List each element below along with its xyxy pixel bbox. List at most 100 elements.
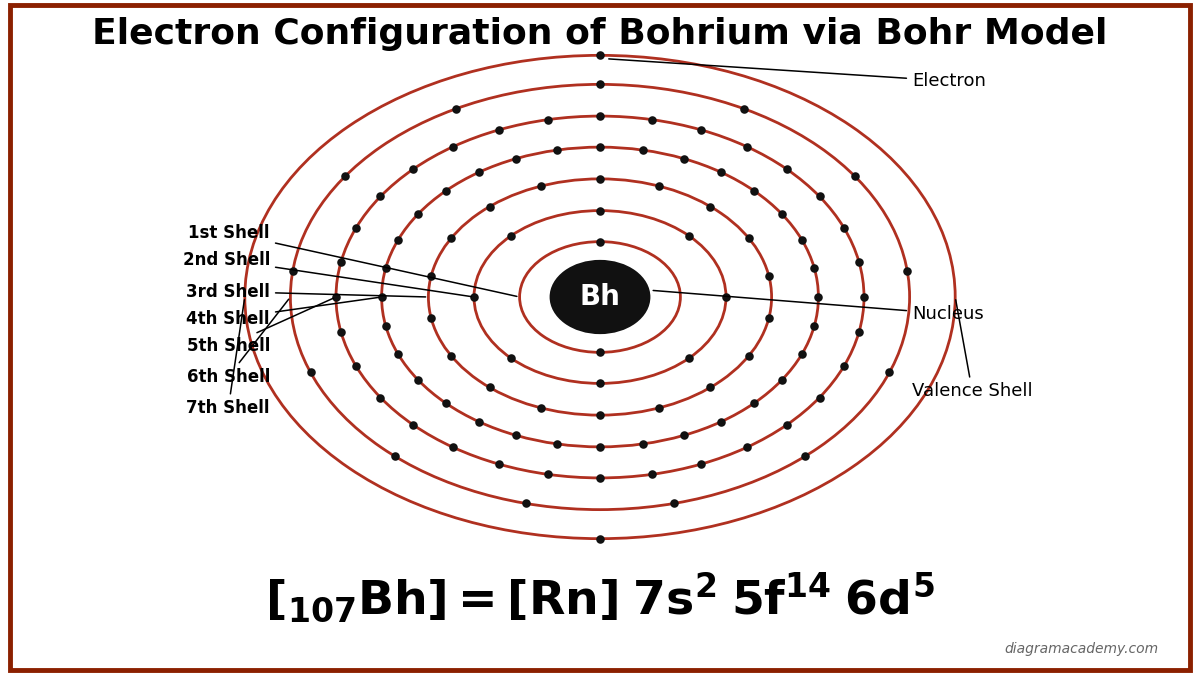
Point — [403, 420, 422, 431]
Point — [810, 191, 829, 202]
Point — [590, 111, 610, 122]
Point — [502, 230, 521, 241]
Point — [674, 430, 694, 441]
Point — [845, 171, 864, 182]
Point — [691, 124, 710, 135]
Point — [389, 234, 408, 245]
Point — [701, 382, 720, 393]
Point — [376, 321, 395, 331]
Point — [326, 292, 346, 302]
Point — [745, 398, 764, 408]
Point — [490, 459, 509, 470]
Text: 4th Shell: 4th Shell — [186, 298, 379, 327]
Point — [547, 144, 566, 155]
Text: Valence Shell: Valence Shell — [912, 300, 1033, 400]
Point — [642, 469, 661, 480]
Point — [301, 367, 320, 378]
Point — [850, 256, 869, 267]
Point — [371, 191, 390, 202]
Point — [642, 114, 661, 125]
Point — [421, 271, 440, 282]
Point — [796, 451, 815, 462]
Point — [442, 232, 461, 243]
Point — [834, 361, 853, 372]
Point — [347, 222, 366, 233]
Point — [712, 167, 731, 178]
Point — [834, 222, 853, 233]
Point — [444, 141, 463, 152]
Point — [679, 230, 698, 241]
Point — [792, 234, 811, 245]
Point — [539, 469, 558, 480]
Point — [737, 442, 756, 453]
Point — [590, 50, 610, 61]
Point — [372, 292, 391, 302]
Point — [436, 398, 455, 408]
Point — [737, 141, 756, 152]
Point — [480, 382, 499, 393]
Point — [464, 292, 484, 302]
Point — [590, 441, 610, 452]
Point — [506, 153, 526, 164]
Point — [712, 416, 731, 427]
Point — [590, 347, 610, 358]
Point — [590, 79, 610, 90]
Text: 7th Shell: 7th Shell — [186, 300, 270, 417]
Point — [772, 209, 791, 219]
Text: 6th Shell: 6th Shell — [187, 299, 289, 385]
Point — [634, 439, 653, 450]
Point — [898, 266, 917, 277]
Point — [778, 163, 797, 174]
Point — [336, 171, 355, 182]
Text: diagramacademy.com: diagramacademy.com — [1004, 642, 1158, 656]
Point — [665, 498, 684, 509]
Point — [739, 351, 758, 362]
Point — [590, 142, 610, 153]
Point — [480, 201, 499, 212]
Point — [371, 392, 390, 403]
Point — [590, 378, 610, 389]
Point — [809, 292, 828, 302]
Point — [590, 173, 610, 184]
Point — [331, 327, 350, 338]
Point — [283, 266, 302, 277]
Point — [772, 375, 791, 385]
Point — [734, 103, 754, 114]
Text: $\mathbf{[_{107}Bh] = [Rn]\;7s^{2}\;5f^{14}\;6d^{5}}$: $\mathbf{[_{107}Bh] = [Rn]\;7s^{2}\;5f^{… — [265, 570, 935, 624]
Point — [502, 353, 521, 364]
Point — [810, 392, 829, 403]
Point — [760, 312, 779, 323]
Text: Bh: Bh — [580, 283, 620, 311]
Point — [532, 181, 551, 192]
Point — [547, 439, 566, 450]
Point — [854, 292, 874, 302]
Point — [539, 114, 558, 125]
Text: Electron Configuration of Bohrium via Bohr Model: Electron Configuration of Bohrium via Bo… — [92, 17, 1108, 51]
Ellipse shape — [550, 260, 650, 334]
Point — [506, 430, 526, 441]
Point — [880, 367, 899, 378]
Text: 3rd Shell: 3rd Shell — [186, 283, 426, 300]
Point — [532, 402, 551, 413]
Text: 5th Shell: 5th Shell — [187, 298, 334, 354]
Text: 1st Shell: 1st Shell — [188, 224, 517, 296]
Point — [590, 533, 610, 544]
Point — [331, 256, 350, 267]
Point — [446, 103, 466, 114]
Point — [409, 375, 428, 385]
Point — [516, 498, 535, 509]
Point — [347, 361, 366, 372]
Point — [409, 209, 428, 219]
Point — [649, 181, 668, 192]
Point — [421, 312, 440, 323]
Point — [389, 349, 408, 360]
Point — [590, 205, 610, 216]
Point — [739, 232, 758, 243]
Point — [469, 167, 488, 178]
Point — [436, 186, 455, 196]
Point — [716, 292, 736, 302]
Point — [590, 472, 610, 483]
Point — [674, 153, 694, 164]
Text: Electron: Electron — [608, 59, 986, 90]
Point — [760, 271, 779, 282]
